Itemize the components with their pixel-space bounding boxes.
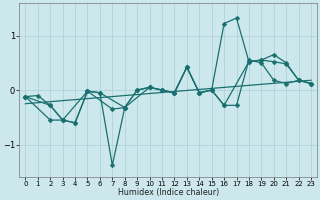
- X-axis label: Humidex (Indice chaleur): Humidex (Indice chaleur): [117, 188, 219, 197]
